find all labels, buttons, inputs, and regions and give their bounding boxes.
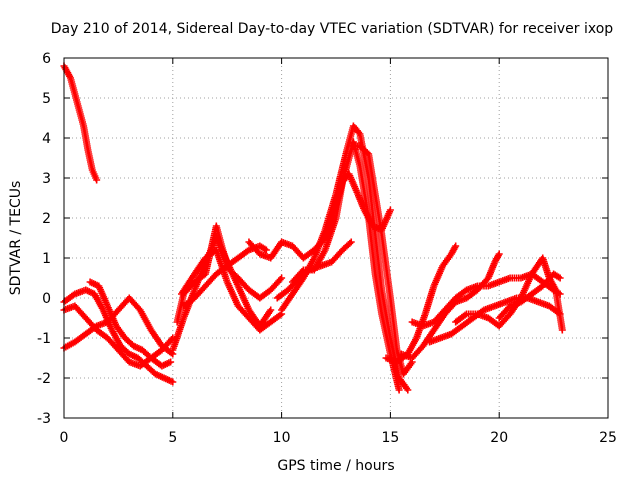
- series-arc-20: [495, 270, 564, 322]
- y-tick-label: -1: [37, 331, 51, 347]
- data-point: [395, 386, 403, 394]
- data-point: [169, 378, 177, 386]
- y-tick-label: 1: [42, 251, 51, 267]
- chart-title: Day 210 of 2014, Sidereal Day-to-day VTE…: [51, 21, 614, 37]
- data-point: [93, 176, 101, 184]
- data-point: [556, 274, 564, 282]
- series-arc-2: [60, 286, 177, 386]
- plot-frame: [63, 57, 609, 419]
- data-point: [347, 238, 355, 246]
- data-point: [346, 239, 354, 247]
- series-arc-7: [173, 222, 286, 326]
- series-arc-1: [60, 62, 101, 184]
- series-arc-12: [288, 170, 394, 286]
- series-arc-3: [60, 294, 177, 358]
- series-arc-9: [178, 246, 286, 334]
- series-arc-4: [60, 302, 177, 370]
- y-tick-label: 0: [42, 291, 51, 307]
- x-tick-label: 0: [60, 430, 69, 446]
- data-point: [404, 386, 412, 394]
- x-tick-label: 25: [599, 430, 617, 446]
- data-point: [267, 306, 275, 314]
- y-tick-label: 4: [42, 131, 51, 147]
- y-tick-label: 5: [42, 91, 51, 107]
- y-axis-label: SDTVAR / TECUs: [8, 181, 24, 296]
- x-tick-label: 15: [381, 430, 399, 446]
- data-point: [167, 358, 175, 366]
- y-tick-label: 3: [42, 171, 51, 187]
- y-tick-label: -3: [37, 411, 51, 427]
- series-arc-13: [273, 238, 355, 302]
- y-tick-label: -2: [37, 371, 51, 387]
- data-point: [558, 326, 566, 334]
- series-arc-5: [86, 278, 175, 370]
- y-tick-label: 6: [42, 51, 51, 67]
- series-arc-18: [426, 294, 564, 346]
- data-point: [262, 246, 270, 254]
- data-point: [386, 206, 394, 214]
- data-point: [276, 276, 284, 283]
- data-point: [495, 250, 503, 258]
- x-axis-label: GPS time / hours: [277, 458, 394, 474]
- x-tick-label: 5: [168, 430, 177, 446]
- data-point: [278, 274, 286, 282]
- data-point: [452, 242, 460, 250]
- series-arc-8: [180, 242, 270, 310]
- series-arc-16: [397, 250, 503, 362]
- y-tick-label: 2: [42, 211, 51, 227]
- data-points: [60, 62, 566, 394]
- x-tick-label: 20: [490, 430, 508, 446]
- x-tick-label: 10: [273, 430, 291, 446]
